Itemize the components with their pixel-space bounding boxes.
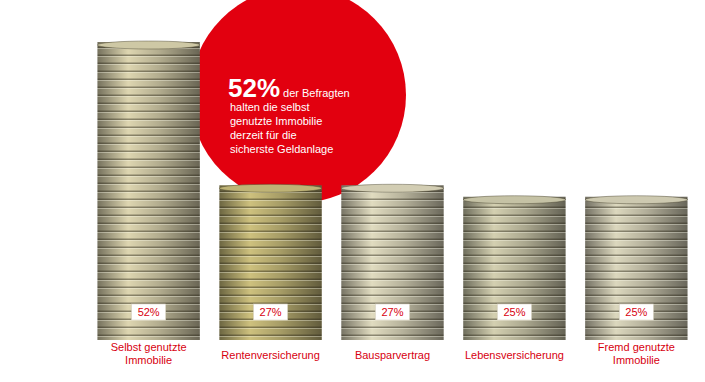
x-tick-label: Lebensversicherung (465, 349, 564, 361)
x-tick: Fremd genutzteImmobilie (598, 341, 675, 366)
x-tick-label: Bausparvertrag (355, 349, 430, 361)
data-label-box (132, 304, 166, 320)
coin-stack (219, 185, 321, 340)
data-label-box (254, 304, 288, 320)
x-tick: Bausparvertrag (355, 348, 430, 361)
data-label: 27% (381, 306, 403, 318)
data-label: 27% (260, 306, 282, 318)
annotation-line: halten die selbst (230, 101, 310, 113)
annotation-line: der Befragten (283, 87, 350, 99)
data-label: 25% (503, 306, 525, 318)
x-tick-label: Selbst genutzteImmobilie (111, 341, 187, 366)
x-tick-label-line: Fremd genutzte (598, 341, 675, 353)
annotation-highlight: 52% (228, 73, 280, 103)
data-label: 25% (625, 306, 647, 318)
x-tick-label: Rentenversicherung (221, 349, 319, 361)
coin-stack (585, 197, 687, 340)
x-tick-label-line: Immobilie (613, 354, 660, 366)
data-label: 52% (138, 306, 160, 318)
x-tick-label: Fremd genutzteImmobilie (598, 341, 675, 366)
x-axis: Selbst genutzteImmobilieRentenversicheru… (111, 341, 675, 366)
data-label-box (619, 304, 653, 320)
highlight-circle (190, 0, 406, 203)
data-label-box (376, 304, 410, 320)
coin-stack (97, 42, 199, 340)
x-tick: Selbst genutzteImmobilie (111, 341, 187, 366)
annotation: 52%der Befragten halten die selbst genutzt… (228, 73, 350, 155)
bars (97, 41, 687, 340)
x-tick-label-line: Selbst genutzte (111, 341, 187, 353)
coin-top (219, 184, 321, 192)
coin-stack (463, 197, 565, 340)
coin-stack (341, 185, 443, 340)
data-labels: 52% 27% 27% 25% 25% (132, 304, 654, 320)
x-tick: Lebensversicherung (465, 348, 564, 361)
x-tick: Rentenversicherung (221, 348, 319, 361)
annotation-line: sicherste Geldanlage (230, 143, 333, 155)
chart: Selbst genutzteImmobilieRentenversicheru… (0, 0, 705, 382)
coin-top (585, 196, 687, 204)
annotation-line: genutzte Immobilie (230, 115, 322, 127)
annotation-line: derzeit für die (230, 129, 297, 141)
x-tick-label-line: Immobilie (125, 354, 172, 366)
coin-top (97, 41, 199, 49)
coin-top (463, 196, 565, 204)
coin-top (341, 184, 443, 192)
data-label-box (497, 304, 531, 320)
